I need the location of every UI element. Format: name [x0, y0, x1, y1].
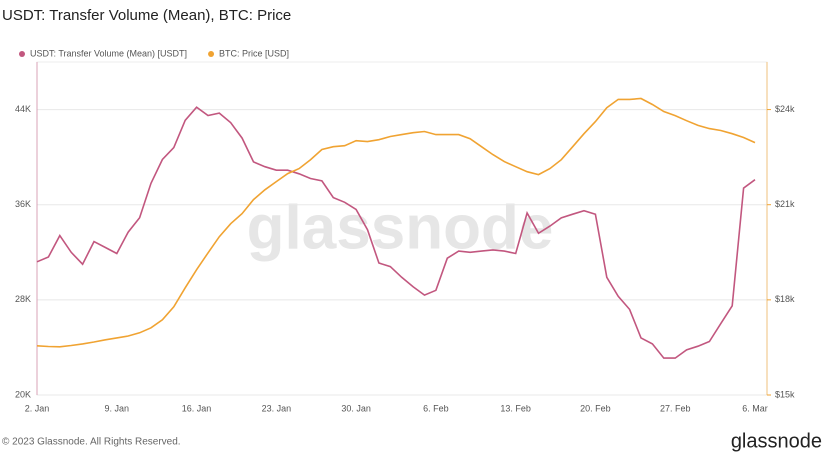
series-line	[36, 106, 756, 359]
x-tick-label: 9. Jan	[105, 403, 130, 413]
legend-label: USDT: Transfer Volume (Mean) [USDT]	[30, 48, 187, 58]
y-tick-label: 36K	[15, 199, 31, 209]
legend-marker	[19, 51, 25, 57]
x-tick-label: 16. Jan	[182, 403, 212, 413]
x-tick-label: 20. Feb	[580, 403, 611, 413]
y2-tick-label: $18k	[775, 294, 795, 304]
y-tick-label: 20K	[15, 389, 31, 399]
series-line	[36, 97, 756, 348]
x-tick-label: 6. Feb	[423, 403, 449, 413]
x-tick-label: 6. Mar	[742, 403, 768, 413]
legend-label: BTC: Price [USD]	[219, 48, 289, 58]
x-tick-label: 2. Jan	[25, 403, 50, 413]
x-tick-label: 27. Feb	[660, 403, 691, 413]
legend-marker	[208, 51, 215, 57]
logo: glassnode	[731, 430, 822, 452]
x-tick-label: 23. Jan	[262, 403, 292, 413]
y2-tick-label: $21k	[775, 199, 795, 209]
x-tick-label: 30. Jan	[341, 403, 371, 413]
y-tick-label: 44K	[15, 104, 31, 114]
y2-tick-label: $15k	[775, 389, 795, 399]
x-tick-label: 13. Feb	[500, 403, 531, 413]
chart-title: USDT: Transfer Volume (Mean), BTC: Price	[2, 7, 291, 24]
y-tick-label: 28K	[15, 294, 31, 304]
footer: © 2023 Glassnode. All Rights Reserved.	[2, 437, 181, 448]
y2-tick-label: $24k	[775, 104, 795, 114]
